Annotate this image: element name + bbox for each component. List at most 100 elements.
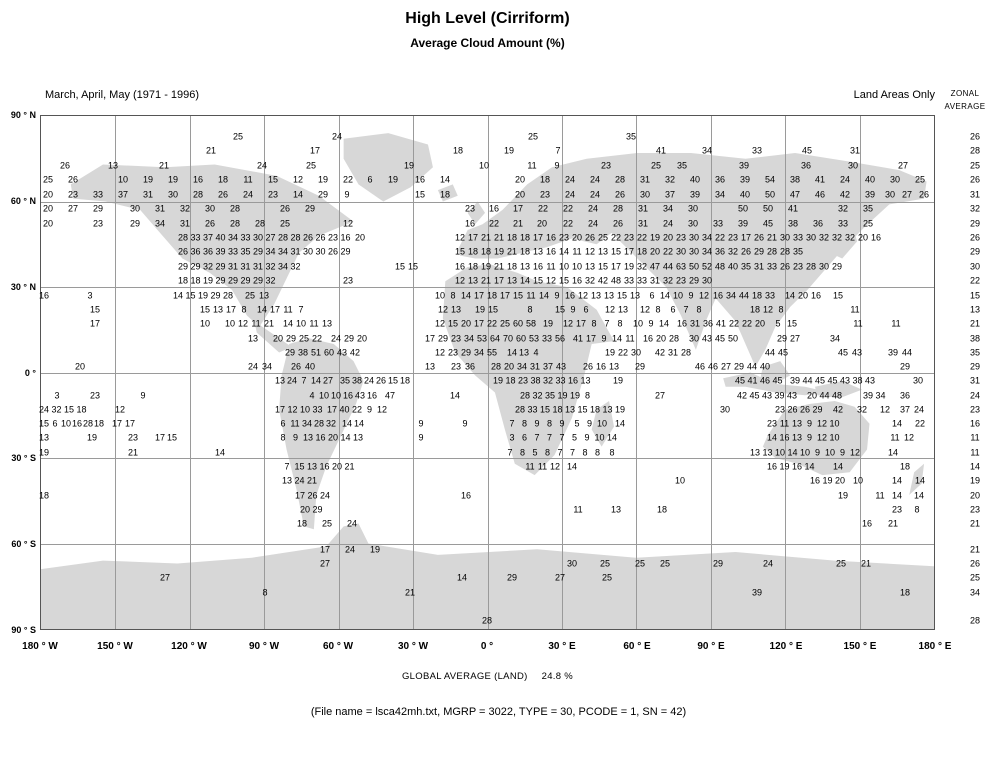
map-value: 25 bbox=[244, 290, 256, 301]
map-value: 33 bbox=[541, 333, 553, 344]
map-value: 8 bbox=[280, 432, 286, 443]
map-value: 15 bbox=[454, 246, 466, 257]
latitude-tick-label: 30 ° S bbox=[11, 453, 36, 463]
zonal-average-value: 32 bbox=[969, 203, 981, 214]
map-value: 30 bbox=[675, 246, 687, 257]
land-iceland bbox=[437, 184, 458, 202]
map-value: 15 bbox=[597, 261, 609, 272]
map-value: 27 bbox=[319, 558, 331, 569]
map-value: 38 bbox=[852, 375, 863, 386]
map-value: 11 bbox=[546, 261, 556, 272]
longitude-tick-label: 90 ° E bbox=[697, 641, 725, 652]
map-value: 23 bbox=[89, 390, 101, 401]
map-value: 23 bbox=[675, 232, 687, 243]
map-value: 26 bbox=[177, 246, 189, 257]
map-value: 9 bbox=[140, 390, 146, 401]
map-value: 24 bbox=[256, 160, 268, 171]
map-value: 13 bbox=[629, 290, 641, 301]
map-value: 47 bbox=[789, 189, 801, 200]
map-value: 28 bbox=[614, 174, 626, 185]
map-value: 31 bbox=[689, 318, 701, 329]
map-value: 33 bbox=[712, 218, 724, 229]
map-value: 45 bbox=[734, 375, 746, 386]
map-value: 30 bbox=[818, 261, 830, 272]
zonal-average-value: 26 bbox=[969, 232, 981, 243]
map-value: 46 bbox=[759, 375, 771, 386]
map-value: 29 bbox=[712, 558, 724, 569]
map-value: 43 bbox=[701, 333, 713, 344]
map-value: 12 bbox=[434, 347, 446, 358]
map-value: 51 bbox=[310, 347, 322, 358]
map-value: 10 bbox=[299, 404, 311, 415]
map-value: 36 bbox=[800, 160, 812, 171]
map-value: 39 bbox=[689, 189, 701, 200]
map-value: 14 bbox=[611, 333, 623, 344]
map-value: 10 bbox=[829, 432, 840, 443]
map-value: 16 bbox=[315, 432, 326, 443]
map-value: 20 bbox=[514, 189, 526, 200]
map-value: 17 bbox=[225, 304, 237, 315]
map-value: 15 bbox=[610, 246, 622, 257]
map-value: 14 bbox=[256, 304, 268, 315]
map-value: 38 bbox=[351, 375, 363, 386]
map-value: 36 bbox=[812, 218, 824, 229]
map-value: 25 bbox=[634, 558, 646, 569]
map-value: 8 bbox=[544, 447, 551, 458]
zonal-average-value: 14 bbox=[969, 461, 981, 472]
map-value: 17 bbox=[124, 418, 136, 429]
map-value: 26 bbox=[779, 261, 791, 272]
land-greenland bbox=[343, 133, 433, 202]
map-value: 29 bbox=[437, 333, 449, 344]
map-value: 10 bbox=[852, 475, 864, 486]
map-value: 12 bbox=[545, 275, 557, 286]
map-value: 16 bbox=[460, 490, 472, 501]
map-value: 19 bbox=[480, 261, 492, 272]
map-value: 32 bbox=[856, 404, 868, 415]
map-value: 16 bbox=[545, 232, 557, 243]
map-value: 33 bbox=[792, 232, 804, 243]
map-value: 8 bbox=[914, 504, 920, 515]
map-value: 18 bbox=[506, 261, 518, 272]
map-value: 34 bbox=[227, 232, 239, 243]
map-value: 48 bbox=[610, 275, 622, 286]
map-value: 12 bbox=[698, 290, 710, 301]
zonal-average-value: 26 bbox=[969, 174, 981, 185]
map-value: 12 bbox=[849, 447, 861, 458]
map-value: 25 bbox=[305, 160, 317, 171]
map-value: 10 bbox=[594, 432, 605, 443]
map-value: 38 bbox=[297, 347, 309, 358]
map-value: 15 bbox=[199, 304, 211, 315]
map-value: 39 bbox=[864, 189, 876, 200]
map-value: 29 bbox=[753, 246, 765, 257]
map-value: 17 bbox=[473, 290, 485, 301]
map-value: 8 bbox=[778, 304, 784, 315]
map-value: 29 bbox=[831, 261, 843, 272]
map-value: 9 bbox=[814, 447, 821, 458]
map-value: 15 bbox=[532, 275, 544, 286]
map-value: 19 bbox=[492, 375, 504, 386]
map-value: 13 bbox=[610, 504, 622, 515]
map-value: 21 bbox=[344, 461, 355, 472]
map-value: 21 bbox=[860, 558, 872, 569]
map-value: 20 bbox=[356, 333, 368, 344]
map-value: 12 bbox=[816, 432, 828, 443]
map-value: 18 bbox=[190, 275, 201, 286]
zonal-average-value: 28 bbox=[969, 615, 981, 626]
map-value: 20 bbox=[754, 318, 766, 329]
map-value: 9 bbox=[554, 160, 560, 171]
map-value: 24 bbox=[564, 189, 576, 200]
map-value: 19 bbox=[503, 145, 515, 156]
map-value: 16 bbox=[340, 232, 351, 243]
map-value: 7 bbox=[604, 318, 610, 329]
map-value: 28 bbox=[766, 246, 778, 257]
map-value: 26 bbox=[279, 203, 291, 214]
map-value: 13 bbox=[584, 261, 596, 272]
map-value: 17 bbox=[424, 333, 436, 344]
map-value: 9 bbox=[648, 318, 654, 329]
map-value: 15 bbox=[63, 404, 75, 415]
latitude-tick-label: 30 ° N bbox=[10, 282, 36, 292]
map-value: 35 bbox=[544, 390, 556, 401]
map-value: 14 bbox=[538, 290, 550, 301]
map-value: 27 bbox=[265, 232, 276, 243]
map-value: 15 bbox=[512, 290, 524, 301]
